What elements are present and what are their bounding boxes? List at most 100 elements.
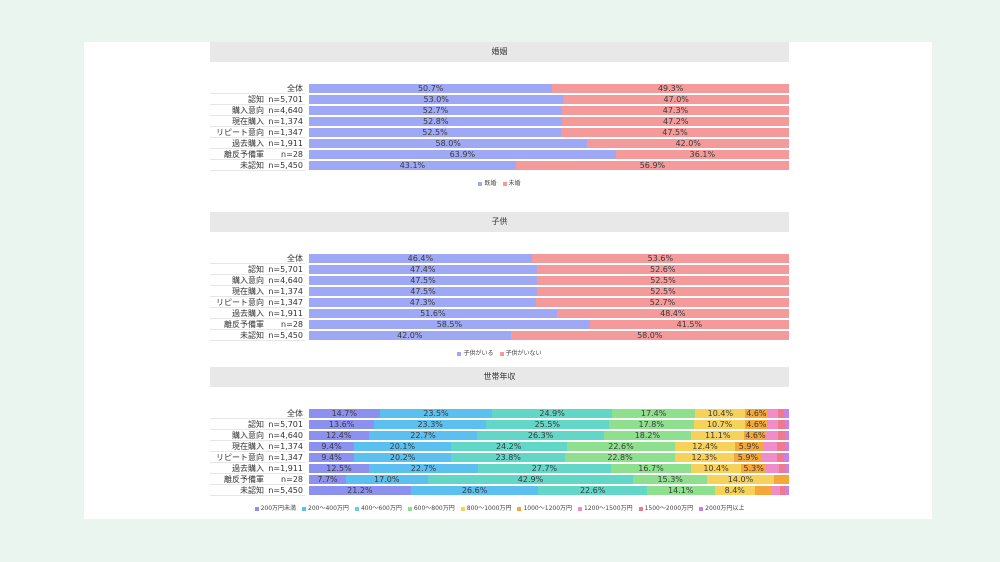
bar-segment — [771, 486, 780, 495]
legend: 200万円未満 200～400万円 400～600万円 600～800万円 800～10… — [210, 503, 789, 512]
sample-size-label: n=1,911 — [268, 464, 303, 473]
legend-swatch — [457, 351, 462, 356]
bar-segment — [603, 431, 692, 440]
bar-segment — [691, 431, 745, 440]
bar-segment — [309, 84, 553, 93]
legend-item: 200万円未満 — [254, 503, 296, 512]
category-label: 現在購入 — [232, 287, 264, 296]
bar-segment — [615, 150, 789, 159]
legend-item: 600～800万円 — [407, 503, 455, 512]
sample-size-label: n=5,701 — [268, 420, 303, 429]
bar-segment — [777, 409, 785, 418]
row-label: 離反予備軍 n=28 — [210, 149, 305, 160]
bar-segment — [744, 431, 767, 440]
sample-size-label: n=28 — [281, 320, 303, 329]
legend-item: 800～1000万円 — [460, 503, 511, 512]
bar-segment — [695, 409, 746, 418]
category-label: 全体 — [287, 254, 303, 263]
legend-label: 2000万円以上 — [705, 505, 745, 512]
bar-segment — [309, 161, 516, 170]
row-label: 購入意向 n=4,640 — [210, 105, 305, 116]
bar-segment — [309, 331, 511, 340]
legend-swatch — [517, 506, 522, 511]
bar-segment — [778, 464, 786, 473]
chart-title: 子供 — [210, 212, 789, 232]
category-label: 過去購入 — [232, 309, 264, 318]
legend-label: 200～400万円 — [308, 505, 349, 512]
legend-item: 子供がいる — [457, 348, 494, 357]
bar-segment — [566, 442, 676, 451]
report-page: 婚姻 50.7% 49.3% 53.0% 47.0% 52.7% 47.3% 52.8% 47.… — [84, 42, 932, 519]
sample-size-label: n=28 — [281, 150, 303, 159]
bar-segment — [767, 409, 778, 418]
bar-segment — [734, 442, 764, 451]
legend-swatch — [578, 506, 583, 511]
bar-segment — [706, 475, 775, 484]
row-label: 過去購入 n=1,911 — [210, 308, 305, 319]
bar-segment — [537, 287, 789, 296]
bar-segment — [561, 128, 789, 137]
bar-segment — [309, 128, 561, 137]
bar-segment — [766, 464, 779, 473]
category-label: 過去購入 — [232, 464, 264, 473]
bar-segment — [674, 453, 734, 462]
bar-segment — [309, 298, 537, 307]
category-label: 全体 — [287, 84, 303, 93]
legend-item: 既婚 — [478, 178, 497, 187]
sample-size-label: n=1,374 — [268, 117, 303, 126]
sample-size-label: n=28 — [281, 475, 303, 484]
bar-segment — [610, 464, 692, 473]
chart-title: 婚姻 — [210, 42, 789, 62]
legend-item: 400～600万円 — [354, 503, 402, 512]
bar-segment — [427, 475, 634, 484]
bar-segment — [369, 464, 478, 473]
sample-size-label: n=1,911 — [268, 139, 303, 148]
bar-segment — [763, 442, 777, 451]
row-label: 認知 n=5,701 — [210, 94, 305, 105]
row-label: 現在購入 n=1,374 — [210, 116, 305, 127]
bar-segment — [345, 475, 428, 484]
bar-segment — [309, 453, 355, 462]
bar-segment — [646, 486, 715, 495]
bar-segment — [368, 431, 478, 440]
bar-segment — [510, 331, 789, 340]
bar-segment — [515, 161, 789, 170]
bar-segment — [784, 409, 789, 418]
bar-segment — [784, 420, 789, 429]
legend-item: 1200～1500万円 — [578, 503, 633, 512]
bar-segment — [774, 475, 789, 484]
legend-label: 既婚 — [484, 180, 497, 187]
legend: 既婚 未婚 — [210, 178, 789, 187]
category-label: 現在購入 — [232, 117, 264, 126]
row-label: 離反予備軍 n=28 — [210, 474, 305, 485]
bar-segment — [477, 464, 611, 473]
row-label: 離反予備軍 n=28 — [210, 319, 305, 330]
sample-size-label: n=1,347 — [268, 453, 303, 462]
sample-size-label: n=1,347 — [268, 128, 303, 137]
category-label: 認知 — [248, 265, 264, 274]
legend-swatch — [638, 506, 643, 511]
bar-segment — [354, 453, 452, 462]
bar-segment — [745, 409, 768, 418]
bar-segment — [538, 486, 647, 495]
bar-segment — [309, 442, 355, 451]
legend-item: 未婚 — [502, 178, 521, 187]
row-label: 現在購入 n=1,374 — [210, 441, 305, 452]
row-label: リピート意向 n=1,347 — [210, 127, 305, 138]
row-label: 購入意向 n=4,640 — [210, 275, 305, 286]
bar-segment — [778, 420, 785, 429]
bar-segment — [374, 420, 487, 429]
bar-segment — [486, 420, 609, 429]
sample-size-label: n=4,640 — [268, 106, 303, 115]
legend-swatch — [254, 506, 259, 511]
legend-label: 1500～2000万円 — [644, 505, 694, 512]
bar-segment — [779, 486, 786, 495]
bar-segment — [589, 320, 789, 329]
sample-size-label: n=1,374 — [268, 442, 303, 451]
bar-segment — [608, 420, 694, 429]
bar-segment — [309, 106, 562, 115]
bar-segment — [536, 298, 789, 307]
category-label: リピート意向 — [216, 128, 264, 137]
legend-item: 1500～2000万円 — [638, 503, 694, 512]
bar-segment — [785, 486, 789, 495]
